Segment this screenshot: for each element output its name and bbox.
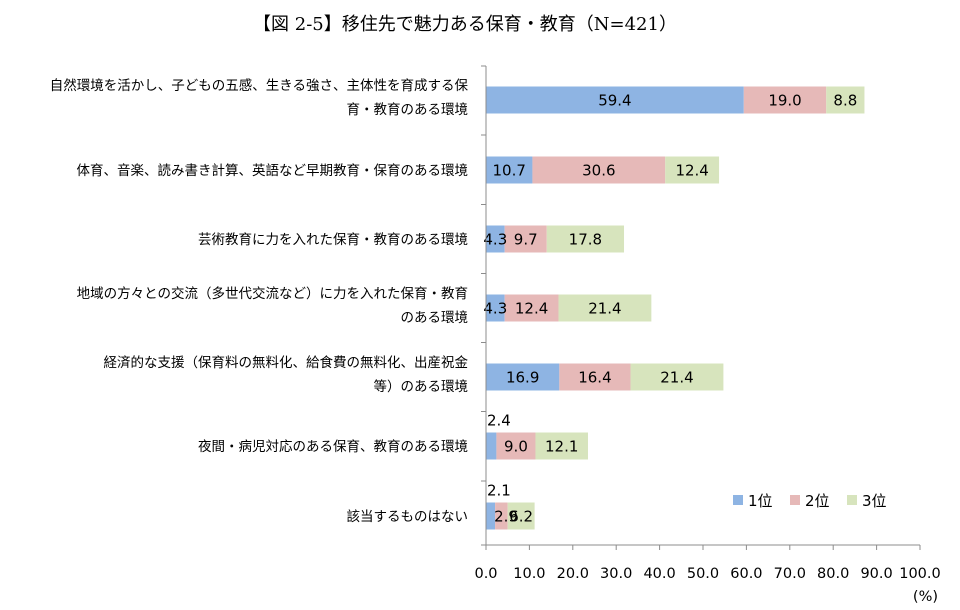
category-label: 該当するものはない — [347, 509, 469, 525]
bar-segment-1 — [486, 432, 497, 460]
category-label: 地域の方々との交流（多世代交流など）に力を入れた保育・教育 — [77, 285, 468, 302]
bar-segment-1 — [486, 156, 533, 184]
data-label: 10.7 — [493, 162, 526, 180]
bar-segment-3 — [665, 156, 720, 184]
data-label: 16.9 — [506, 369, 539, 387]
bar-segment-1 — [486, 294, 505, 322]
bar-segment-3 — [630, 363, 724, 391]
data-label: 12.4 — [675, 162, 708, 180]
bar-segment-3 — [826, 86, 865, 114]
x-tick-label: 30.0 — [600, 566, 632, 582]
data-label: 2.9 — [494, 508, 518, 526]
bars-layer — [486, 86, 865, 530]
category-label: 夜間・病児対応のある保育、教育のある環境 — [198, 439, 468, 455]
x-tick-label: 70.0 — [774, 566, 806, 582]
bar-segment-3 — [558, 294, 652, 322]
data-label: 12.1 — [545, 438, 578, 456]
legend-label: 2位 — [805, 492, 830, 510]
bar-segment-2 — [743, 86, 827, 114]
data-label: 2.4 — [487, 412, 511, 430]
data-label: 9.7 — [514, 231, 538, 249]
category-label: 自然環境を活かし、子どもの五感、生きる強さ、主体性を育成する保 — [50, 77, 469, 94]
bar-segment-2 — [496, 432, 536, 460]
bar-segment-1 — [486, 225, 505, 253]
bar-segment-2 — [495, 502, 508, 530]
x-tick-label: 100.0 — [899, 566, 941, 582]
bar-segment-1 — [486, 86, 744, 114]
bar-segment-2 — [532, 156, 666, 184]
bar-segment-1 — [486, 502, 496, 530]
x-tick-label: 20.0 — [557, 566, 589, 582]
bar-segment-1 — [486, 363, 560, 391]
data-label: 12.4 — [515, 300, 548, 318]
category-labels-layer: 自然環境を活かし、子どもの五感、生きる強さ、主体性を育成する保育・教育のある環境… — [50, 77, 469, 525]
category-label: 育・教育のある環境 — [347, 102, 469, 118]
chart-title: 【図 2-5】移住先で魅力ある保育・教育（N=421） — [253, 14, 677, 35]
data-label: 30.6 — [582, 162, 615, 180]
bar-segment-3 — [535, 432, 588, 460]
legend-swatch — [847, 495, 857, 505]
x-tick-label: 80.0 — [817, 566, 849, 582]
category-label: のある環境 — [401, 310, 469, 326]
data-label: 17.8 — [569, 231, 602, 249]
legend: 1位 2位 3位 — [733, 492, 887, 510]
x-tick-label: 10.0 — [513, 566, 545, 582]
legend-label: 3位 — [862, 492, 887, 510]
x-tick-label: 0.0 — [474, 566, 497, 582]
bar-segment-3 — [507, 502, 535, 530]
category-label: 経済的な支援（保育料の無料化、給食費の無料化、出産祝金 — [104, 354, 469, 371]
data-label: 9.0 — [504, 438, 528, 456]
data-label: 4.3 — [483, 231, 507, 249]
x-tick-label: 50.0 — [687, 566, 719, 582]
data-label: 6.2 — [509, 508, 533, 526]
bar-segment-3 — [546, 225, 625, 253]
bar-segment-2 — [559, 363, 631, 391]
data-label: 19.0 — [768, 92, 801, 110]
category-label: 等）のある環境 — [374, 378, 469, 395]
x-tick-label: 60.0 — [730, 566, 762, 582]
legend-label: 1位 — [748, 492, 773, 510]
axes-layer: 0.0 10.0 20.0 30.0 40.0 50.0 60.0 70.0 80.0 90.0 1… — [474, 65, 941, 582]
data-label: 2.1 — [487, 482, 511, 500]
data-label: 4.3 — [483, 300, 507, 318]
data-label: 59.4 — [598, 92, 631, 110]
data-label: 21.4 — [660, 369, 693, 387]
bar-segment-2 — [504, 225, 547, 253]
x-tick-label: 90.0 — [860, 566, 892, 582]
bar-segment-2 — [504, 294, 559, 322]
data-label: 21.4 — [588, 300, 621, 318]
legend-swatch — [733, 495, 743, 505]
data-label: 8.8 — [833, 92, 857, 110]
value-labels-layer: 59.4 19.0 8.8 10.7 30.6 12.4 4.3 9.7 17.8 4.3 12.4… — [483, 92, 857, 526]
x-tick-label: 40.0 — [643, 566, 675, 582]
category-label: 芸術教育に力を入れた保育・教育のある環境 — [198, 232, 468, 248]
legend-swatch — [790, 495, 800, 505]
unit-label: (%) — [913, 589, 938, 605]
data-label: 16.4 — [578, 369, 611, 387]
category-label: 体育、音楽、読み書き計算、英語など早期教育・保育のある環境 — [77, 162, 469, 179]
